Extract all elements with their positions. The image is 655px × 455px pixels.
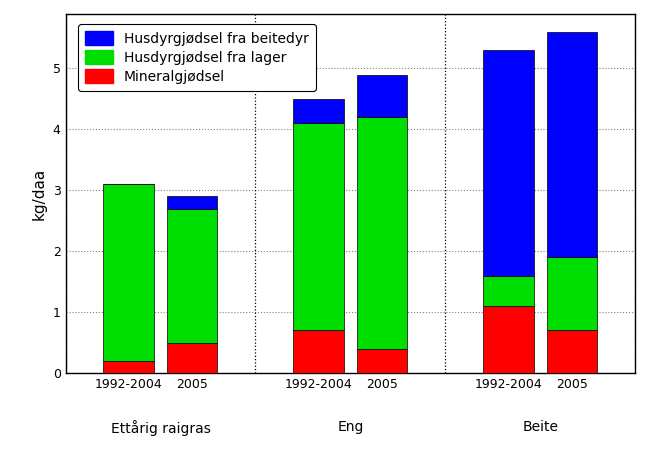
Text: Eng: Eng: [337, 420, 364, 434]
Bar: [167, 197, 217, 208]
Bar: [547, 330, 597, 373]
Bar: [293, 330, 344, 373]
Bar: [357, 349, 407, 373]
Bar: [103, 361, 154, 373]
Y-axis label: kg/daa: kg/daa: [32, 167, 47, 219]
Bar: [293, 123, 344, 330]
Text: Beite: Beite: [523, 420, 558, 434]
Bar: [483, 306, 534, 373]
Bar: [167, 343, 217, 373]
Bar: [357, 117, 407, 349]
Bar: [103, 184, 154, 361]
Bar: [547, 258, 597, 330]
Bar: [167, 208, 217, 343]
Bar: [483, 276, 534, 306]
Text: Ettårig raigras: Ettårig raigras: [111, 420, 210, 436]
Bar: [547, 32, 597, 258]
Legend: Husdyrgjødsel fra beitedyr, Husdyrgjødsel fra lager, Mineralgjødsel: Husdyrgjødsel fra beitedyr, Husdyrgjødse…: [78, 24, 316, 91]
Bar: [357, 75, 407, 117]
Bar: [483, 50, 534, 276]
Bar: [293, 99, 344, 123]
